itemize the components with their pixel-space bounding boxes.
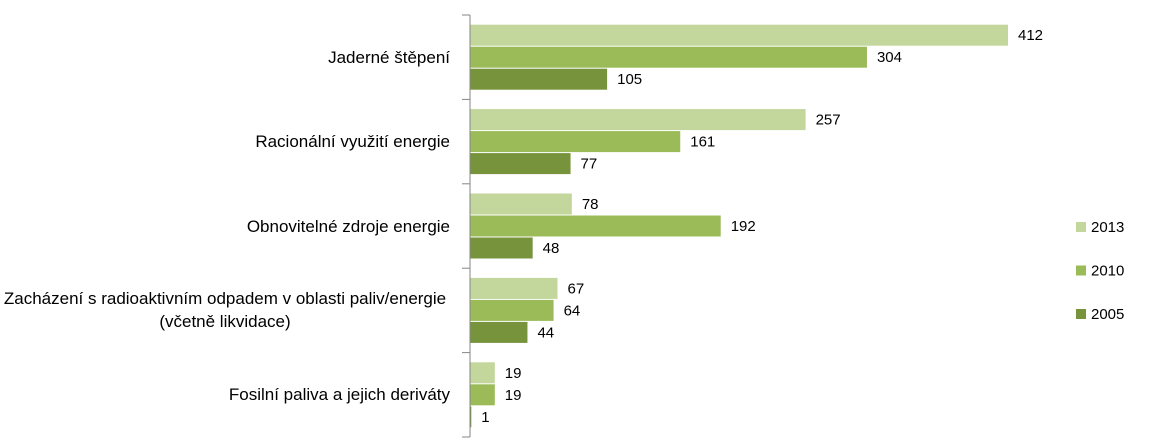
bar: [470, 24, 1008, 46]
data-label: 161: [690, 134, 715, 151]
data-label: 48: [543, 240, 560, 257]
data-label: 67: [567, 280, 584, 297]
legend-swatch: [1076, 222, 1086, 232]
category-text: Obnovitelné zdroje energie: [246, 216, 450, 236]
legend-swatch: [1076, 309, 1086, 319]
bar: [470, 237, 533, 259]
data-label: 412: [1018, 27, 1043, 44]
bar: [470, 153, 571, 175]
data-label: 44: [537, 324, 554, 341]
legend-label: 2005: [1091, 306, 1124, 323]
bar: [470, 193, 572, 215]
category-label: Racionální využití energie: [0, 130, 450, 153]
bar: [470, 384, 495, 406]
category-label: Zacházení s radioaktivním odpadem v obla…: [0, 287, 450, 333]
data-label: 77: [581, 156, 598, 173]
data-label: 78: [582, 196, 599, 213]
category-label: Obnovitelné zdroje energie: [0, 215, 450, 238]
bar: [470, 299, 554, 321]
category-label: Jaderné štěpení: [0, 46, 450, 69]
data-label: 304: [877, 49, 902, 66]
bar: [470, 321, 528, 343]
category-text: Racionální využití energie: [255, 132, 450, 152]
legend-label: 2010: [1091, 262, 1124, 279]
bar: [470, 131, 681, 153]
legend-swatch: [1076, 265, 1086, 276]
data-label: 19: [505, 387, 522, 404]
data-label: 192: [731, 218, 756, 235]
bar: [470, 68, 608, 90]
bar: [470, 215, 721, 237]
data-label: 64: [564, 302, 581, 319]
bar: [470, 109, 806, 131]
category-label: Fosilní paliva a jejich deriváty: [0, 383, 450, 406]
legend-label: 2013: [1091, 219, 1124, 236]
data-label: 257: [816, 112, 841, 129]
data-label: 19: [505, 365, 522, 382]
data-label: 105: [617, 71, 642, 88]
data-label: 1: [481, 409, 489, 426]
bar: [470, 277, 558, 299]
category-text: Fosilní paliva a jejich deriváty: [228, 385, 450, 405]
category-text: Zacházení s radioaktivním odpadem v obla…: [3, 289, 447, 332]
bar: [470, 406, 472, 428]
category-text: Jaderné štěpení: [328, 47, 450, 67]
bar: [470, 362, 495, 384]
bar: [470, 46, 867, 68]
